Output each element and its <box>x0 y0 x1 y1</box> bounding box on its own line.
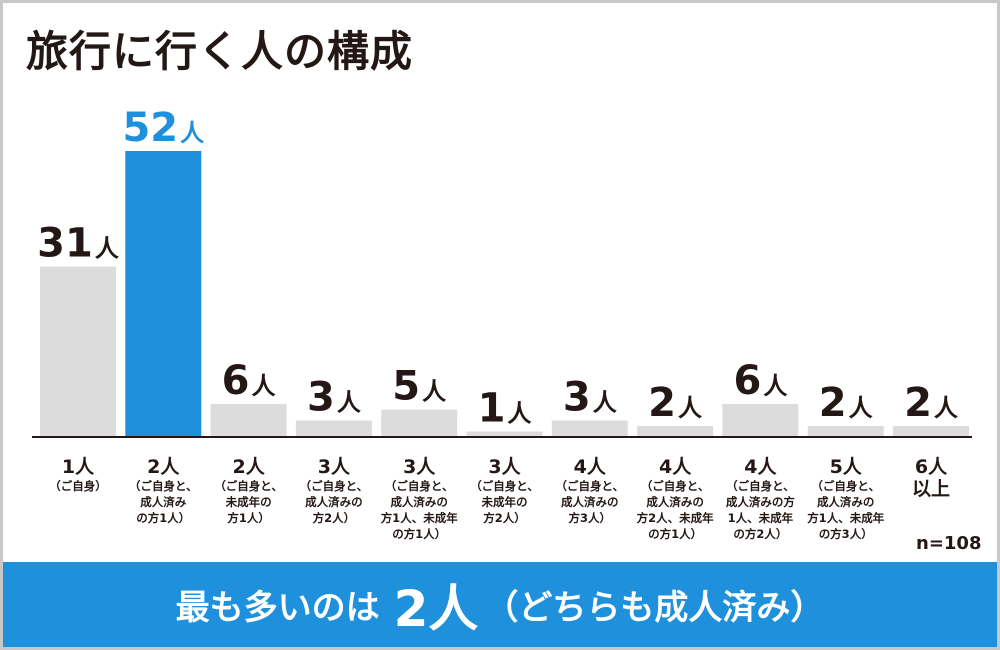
bar <box>551 420 628 437</box>
category-label: 6人以上 <box>912 456 950 500</box>
sample-size-label: n=108 <box>916 533 982 554</box>
category-label: 5人（ご自身と、成人済みの方1人、未成年の方3人） <box>807 456 885 541</box>
bar-chart: 31人 1人（ご自身） 52人 2人（ご自身と、成人済みの方1人） 6人 2人（ご自身と、… <box>32 105 972 541</box>
banner-prefix: 最も多いのは <box>175 588 380 628</box>
data-label: 2人 <box>648 380 702 426</box>
data-label: 1人 <box>478 386 532 432</box>
bar <box>893 426 969 437</box>
bar <box>40 266 116 437</box>
data-label: 2人 <box>904 380 958 426</box>
summary-banner: 最も多いのは 2人 （どちらも成人済み） <box>3 562 997 647</box>
data-label: 3人 <box>563 375 617 421</box>
bar <box>381 409 458 437</box>
data-label: 5人 <box>392 364 446 410</box>
bar <box>125 151 202 437</box>
category-label: 4人（ご自身と、成人済みの方2人、未成年の方1人） <box>637 456 715 541</box>
banner-suffix: （どちらも成人済み） <box>484 588 825 628</box>
data-label: 2人 <box>819 380 873 426</box>
data-label: 6人 <box>733 358 787 404</box>
chart-title: 旅行に行く人の構成 <box>26 27 414 76</box>
category-label: 3人（ご自身と、成人済みの方2人） <box>300 456 369 525</box>
bar <box>466 431 543 437</box>
data-label: 52人 <box>122 105 204 151</box>
banner-highlight: 2人 <box>393 579 479 638</box>
category-label: 3人（ご自身と、未成年の方2人） <box>470 456 539 525</box>
category-label: 2人（ご自身と、成人済みの方1人） <box>129 456 198 525</box>
category-label: 4人（ご自身と、成人済みの方3人） <box>556 456 625 525</box>
bar <box>722 404 799 437</box>
data-label: 6人 <box>222 358 276 404</box>
bar <box>637 426 714 437</box>
category-label: 4人（ご自身と、成人済みの方 1人、未成年の方2人） <box>726 456 795 541</box>
data-label: 3人 <box>307 375 361 421</box>
data-label: 31人 <box>37 221 119 267</box>
bar <box>807 426 884 437</box>
bar <box>295 420 372 437</box>
category-label: 2人（ご自身と、未成年の方1人） <box>214 456 283 525</box>
category-label: 3人（ご自身と、成人済みの方1人、未成年の方1人） <box>381 456 459 541</box>
category-label: 1人（ご自身） <box>49 456 107 493</box>
bar <box>210 404 287 437</box>
